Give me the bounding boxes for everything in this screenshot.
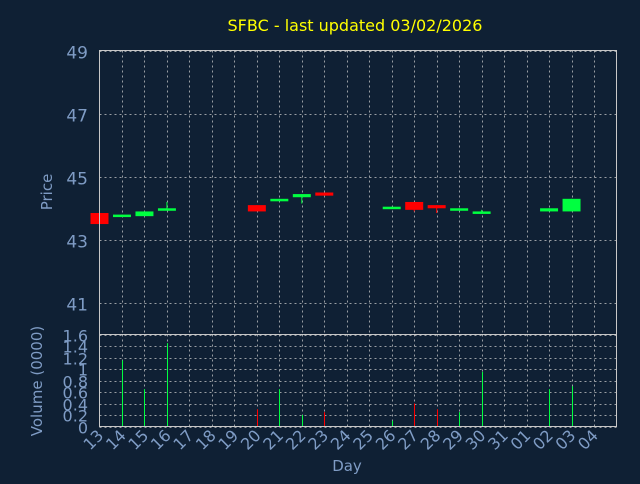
candle-body	[315, 192, 334, 196]
candle-body	[540, 208, 559, 212]
candle-body	[292, 194, 311, 198]
volume-tick-label: 0	[78, 419, 88, 438]
volume-tick-label: 1.6	[63, 327, 88, 346]
volume-tick-label: 1	[78, 361, 88, 380]
candle-body	[247, 205, 266, 212]
price-tick-label: 47	[66, 107, 88, 127]
price-axis-label: Price	[38, 174, 56, 211]
volume-grid	[99, 334, 617, 428]
x-axis-label: Day	[332, 457, 362, 475]
candle-body	[562, 198, 581, 212]
price-tick-label: 45	[66, 170, 88, 190]
candle	[450, 208, 469, 211]
candle	[315, 192, 334, 196]
candle	[540, 208, 559, 212]
price-tick-labels: 41 43 45 47 49	[66, 44, 88, 316]
volume-tick-label: 0.2	[63, 407, 88, 426]
candle	[472, 209, 491, 214]
candle	[382, 206, 401, 210]
price-tick-label: 41	[66, 296, 88, 316]
candle-body	[157, 208, 176, 211]
volume-tick-label: 1.4	[63, 338, 88, 357]
candle-body	[112, 214, 131, 218]
price-tick-label: 43	[66, 233, 88, 253]
volume-bar-series	[122, 343, 573, 427]
candle	[270, 198, 289, 202]
price-tick-label: 49	[66, 44, 88, 64]
candlestick-series	[90, 192, 581, 225]
candle	[247, 205, 266, 212]
candle	[112, 214, 131, 218]
price-grid	[99, 50, 617, 335]
price-panel-frame	[99, 50, 617, 335]
day-tick-labels: 1314151617181920212223242526272829303101…	[79, 426, 601, 454]
candle-body	[405, 201, 424, 210]
volume-axis-label: Volume (0000)	[28, 326, 46, 436]
candle	[157, 201, 176, 211]
candle-body	[450, 208, 469, 211]
candle-body	[135, 211, 154, 217]
candle	[405, 201, 424, 212]
volume-tick-label: 1.2	[63, 350, 88, 369]
candle	[427, 205, 446, 214]
candle-body	[427, 205, 446, 209]
volume-tick-labels: 00.20.40.60.811.21.41.6	[63, 327, 88, 438]
candle	[135, 211, 154, 217]
candle	[292, 194, 311, 204]
candle-body	[382, 206, 401, 210]
volume-tick-label: 0.8	[63, 373, 88, 392]
volume-tick-label: 0.6	[63, 384, 88, 403]
candle-body	[270, 198, 289, 202]
candle	[562, 198, 581, 212]
volume-tick-label: 0.4	[63, 396, 88, 415]
volume-panel-frame	[99, 334, 617, 427]
candle-body	[472, 211, 491, 214]
chart-title: SFBC - last updated 03/02/2026	[228, 16, 483, 35]
day-tick-label: 04	[574, 426, 602, 454]
